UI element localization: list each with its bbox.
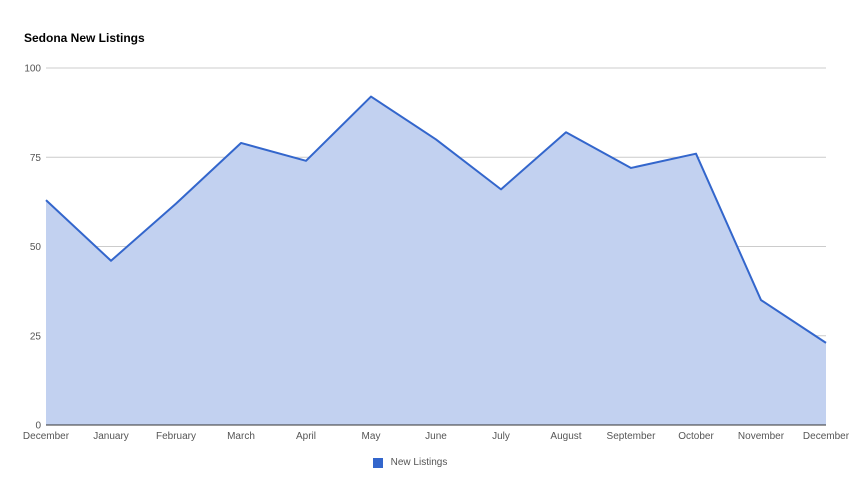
x-tick-label: March	[227, 431, 255, 442]
x-tick-label: May	[362, 431, 381, 442]
x-tick-label: September	[607, 431, 657, 442]
x-tick-label: July	[492, 431, 510, 442]
x-tick-label: October	[678, 431, 714, 442]
y-tick-label: 0	[35, 421, 41, 432]
legend-label: New Listings	[390, 457, 448, 468]
y-axis-ticks: 0 25 50 75 100	[24, 64, 41, 432]
y-tick-label: 25	[30, 331, 42, 342]
chart-title: Sedona New Listings	[24, 31, 145, 45]
x-tick-label: December	[23, 431, 70, 442]
x-tick-label: February	[156, 431, 196, 442]
x-tick-label: April	[296, 431, 316, 442]
x-tick-label: December	[803, 431, 850, 442]
x-tick-label: January	[93, 431, 129, 442]
x-tick-label: August	[550, 431, 581, 442]
x-tick-label: June	[425, 431, 447, 442]
x-tick-label: November	[738, 431, 785, 442]
y-tick-label: 75	[30, 153, 42, 164]
y-tick-label: 100	[24, 64, 41, 75]
y-tick-label: 50	[30, 242, 42, 253]
x-axis-ticks: December January February March April May June…	[23, 431, 850, 442]
area-fill	[46, 96, 826, 425]
legend: New Listings	[0, 457, 850, 468]
legend-swatch	[372, 457, 383, 468]
series-area	[45, 95, 827, 426]
